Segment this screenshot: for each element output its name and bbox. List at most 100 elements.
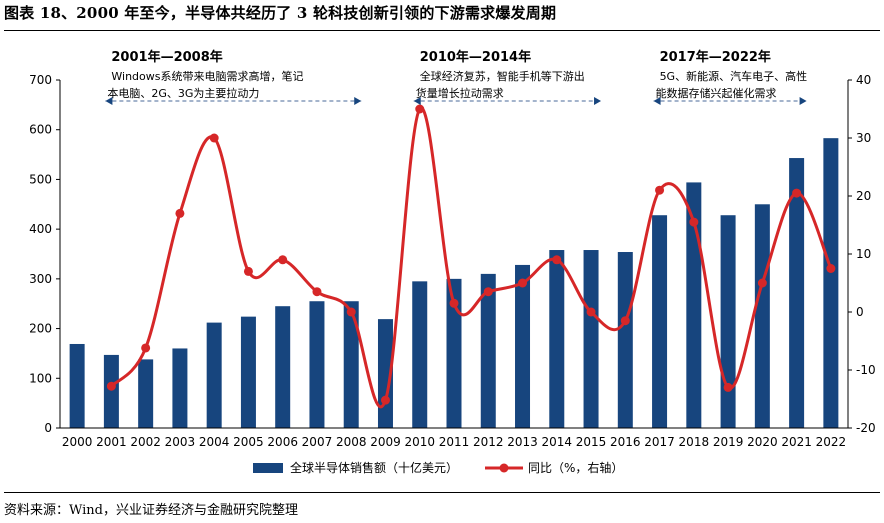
arrow-head-left bbox=[105, 97, 113, 105]
yoy-point-2022 bbox=[826, 264, 836, 273]
bar-2000 bbox=[69, 343, 85, 428]
figure-title: 图表 18、2000 年至今，半导体共经历了 3 轮科技创新引领的下游需求爆发周… bbox=[4, 4, 557, 22]
period-desc-1: Windows系统带来电脑需求高增，笔记 bbox=[111, 69, 303, 83]
legend-marker-yoy bbox=[499, 463, 509, 473]
legend-label-yoy: 同比（%，右轴） bbox=[528, 460, 623, 475]
bar-2022 bbox=[823, 138, 839, 428]
yoy-point-2006 bbox=[278, 255, 288, 265]
bar-2019 bbox=[720, 215, 736, 428]
yoy-point-2018 bbox=[689, 217, 699, 227]
yoy-point-2002 bbox=[141, 343, 151, 353]
bar-2020 bbox=[754, 204, 770, 428]
y-right-tick-label: 0 bbox=[856, 305, 864, 319]
bar-series bbox=[69, 138, 839, 428]
x-tick-label: 2021 bbox=[781, 435, 812, 449]
yoy-point-2003 bbox=[175, 208, 185, 218]
yoy-point-2013 bbox=[518, 278, 528, 288]
bar-2012 bbox=[480, 273, 496, 428]
yoy-point-2019 bbox=[723, 382, 733, 392]
y-left-tick-label: 700 bbox=[29, 73, 52, 87]
x-tick-label: 2007 bbox=[302, 435, 333, 449]
x-tick-label: 2018 bbox=[679, 435, 710, 449]
x-tick-label: 2020 bbox=[747, 435, 778, 449]
y-right-tick-label: -10 bbox=[856, 363, 876, 377]
period-desc-2: 货量增长拉动需求 bbox=[416, 86, 504, 100]
x-tick-label: 2017 bbox=[644, 435, 675, 449]
x-tick-label: 2006 bbox=[267, 435, 298, 449]
bar-2015 bbox=[583, 250, 599, 428]
x-tick-label: 2012 bbox=[473, 435, 504, 449]
x-tick-label: 2009 bbox=[370, 435, 401, 449]
line-series bbox=[106, 104, 836, 409]
bar-2021 bbox=[789, 158, 805, 428]
period-title-1: 2001年—2008年 bbox=[111, 49, 222, 65]
y-right-tick-label: 40 bbox=[856, 73, 871, 87]
bar-2001 bbox=[103, 354, 119, 428]
yoy-point-2016 bbox=[620, 316, 630, 326]
x-tick-label: 2010 bbox=[404, 435, 435, 449]
x-tick-label: 2014 bbox=[542, 435, 573, 449]
x-tick-label: 2004 bbox=[199, 435, 230, 449]
yoy-point-2014 bbox=[552, 255, 562, 265]
legend: 全球半导体销售额（十亿美元） 同比（%，右轴） bbox=[253, 460, 623, 475]
bar-2010 bbox=[412, 281, 428, 428]
yoy-point-2020 bbox=[757, 278, 767, 288]
yoy-point-2004 bbox=[209, 133, 219, 143]
bar-2008 bbox=[343, 301, 359, 428]
source-note: 资料来源：Wind，兴业证券经济与金融研究院整理 bbox=[4, 503, 298, 518]
period-desc-3: 能数据存储兴起催化需求 bbox=[656, 86, 777, 100]
x-tick-label: 2002 bbox=[130, 435, 161, 449]
x-tick-label: 2013 bbox=[507, 435, 538, 449]
legend-label-sales: 全球半导体销售额（十亿美元） bbox=[290, 460, 458, 475]
bar-2003 bbox=[172, 348, 188, 428]
yoy-point-2008 bbox=[346, 307, 356, 317]
bar-2017 bbox=[652, 215, 668, 428]
y-left-tick-label: 600 bbox=[29, 123, 52, 137]
y-right-tick-label: 20 bbox=[856, 189, 871, 203]
arrow-head-left bbox=[653, 97, 661, 105]
period-title-2: 2010年—2014年 bbox=[420, 49, 531, 65]
period-desc-2: 全球经济复苏，智能手机等下游出 bbox=[420, 69, 585, 83]
yoy-point-2001 bbox=[106, 381, 116, 391]
x-tick-label: 2000 bbox=[62, 435, 93, 449]
y-right-tick-label: 10 bbox=[856, 247, 871, 261]
yoy-point-2010 bbox=[415, 104, 425, 114]
bar-2007 bbox=[309, 301, 325, 428]
y-left-tick-label: 200 bbox=[29, 322, 52, 336]
x-tick-label: 2011 bbox=[439, 435, 470, 449]
yoy-point-2005 bbox=[243, 266, 253, 276]
y-right-tick-label: 30 bbox=[856, 131, 871, 145]
period-desc-1: 本电脑、2G、3G为主要拉动力 bbox=[107, 86, 259, 100]
x-tick-label: 2001 bbox=[96, 435, 127, 449]
source-rule bbox=[4, 492, 880, 493]
bar-2006 bbox=[275, 306, 291, 428]
x-tick-label: 2003 bbox=[165, 435, 196, 449]
yoy-point-2009 bbox=[380, 395, 390, 405]
bar-2011 bbox=[446, 278, 462, 428]
period-title-3: 2017年—2022年 bbox=[660, 49, 771, 65]
yoy-point-2015 bbox=[586, 307, 596, 317]
x-tick-label: 2015 bbox=[576, 435, 607, 449]
x-tick-label: 2005 bbox=[233, 435, 264, 449]
bar-2014 bbox=[549, 250, 565, 428]
bar-2013 bbox=[515, 264, 531, 428]
y-left-tick-label: 0 bbox=[44, 421, 52, 435]
bar-2004 bbox=[206, 322, 222, 428]
arrow-head-right bbox=[354, 97, 362, 105]
title-rule bbox=[4, 30, 880, 31]
yoy-point-2012 bbox=[483, 287, 493, 297]
arrow-head-right bbox=[799, 97, 807, 105]
y-left-tick-label: 500 bbox=[29, 172, 52, 186]
x-tick-label: 2016 bbox=[610, 435, 641, 449]
y-left-tick-label: 400 bbox=[29, 222, 52, 236]
x-tick-label: 2019 bbox=[713, 435, 744, 449]
x-tick-label: 2022 bbox=[816, 435, 847, 449]
arrow-head-right bbox=[594, 97, 602, 105]
y-right-tick-label: -20 bbox=[856, 421, 876, 435]
yoy-point-2011 bbox=[449, 298, 459, 308]
arrow-head-left bbox=[413, 97, 421, 105]
bar-2016 bbox=[617, 252, 633, 428]
y-left-tick-label: 100 bbox=[29, 371, 52, 385]
legend-swatch-sales bbox=[253, 463, 283, 473]
chart-axes: 0 100 200 300 400 500 600 700 -20 -10 0 10 20 30 40 200… bbox=[29, 73, 876, 449]
